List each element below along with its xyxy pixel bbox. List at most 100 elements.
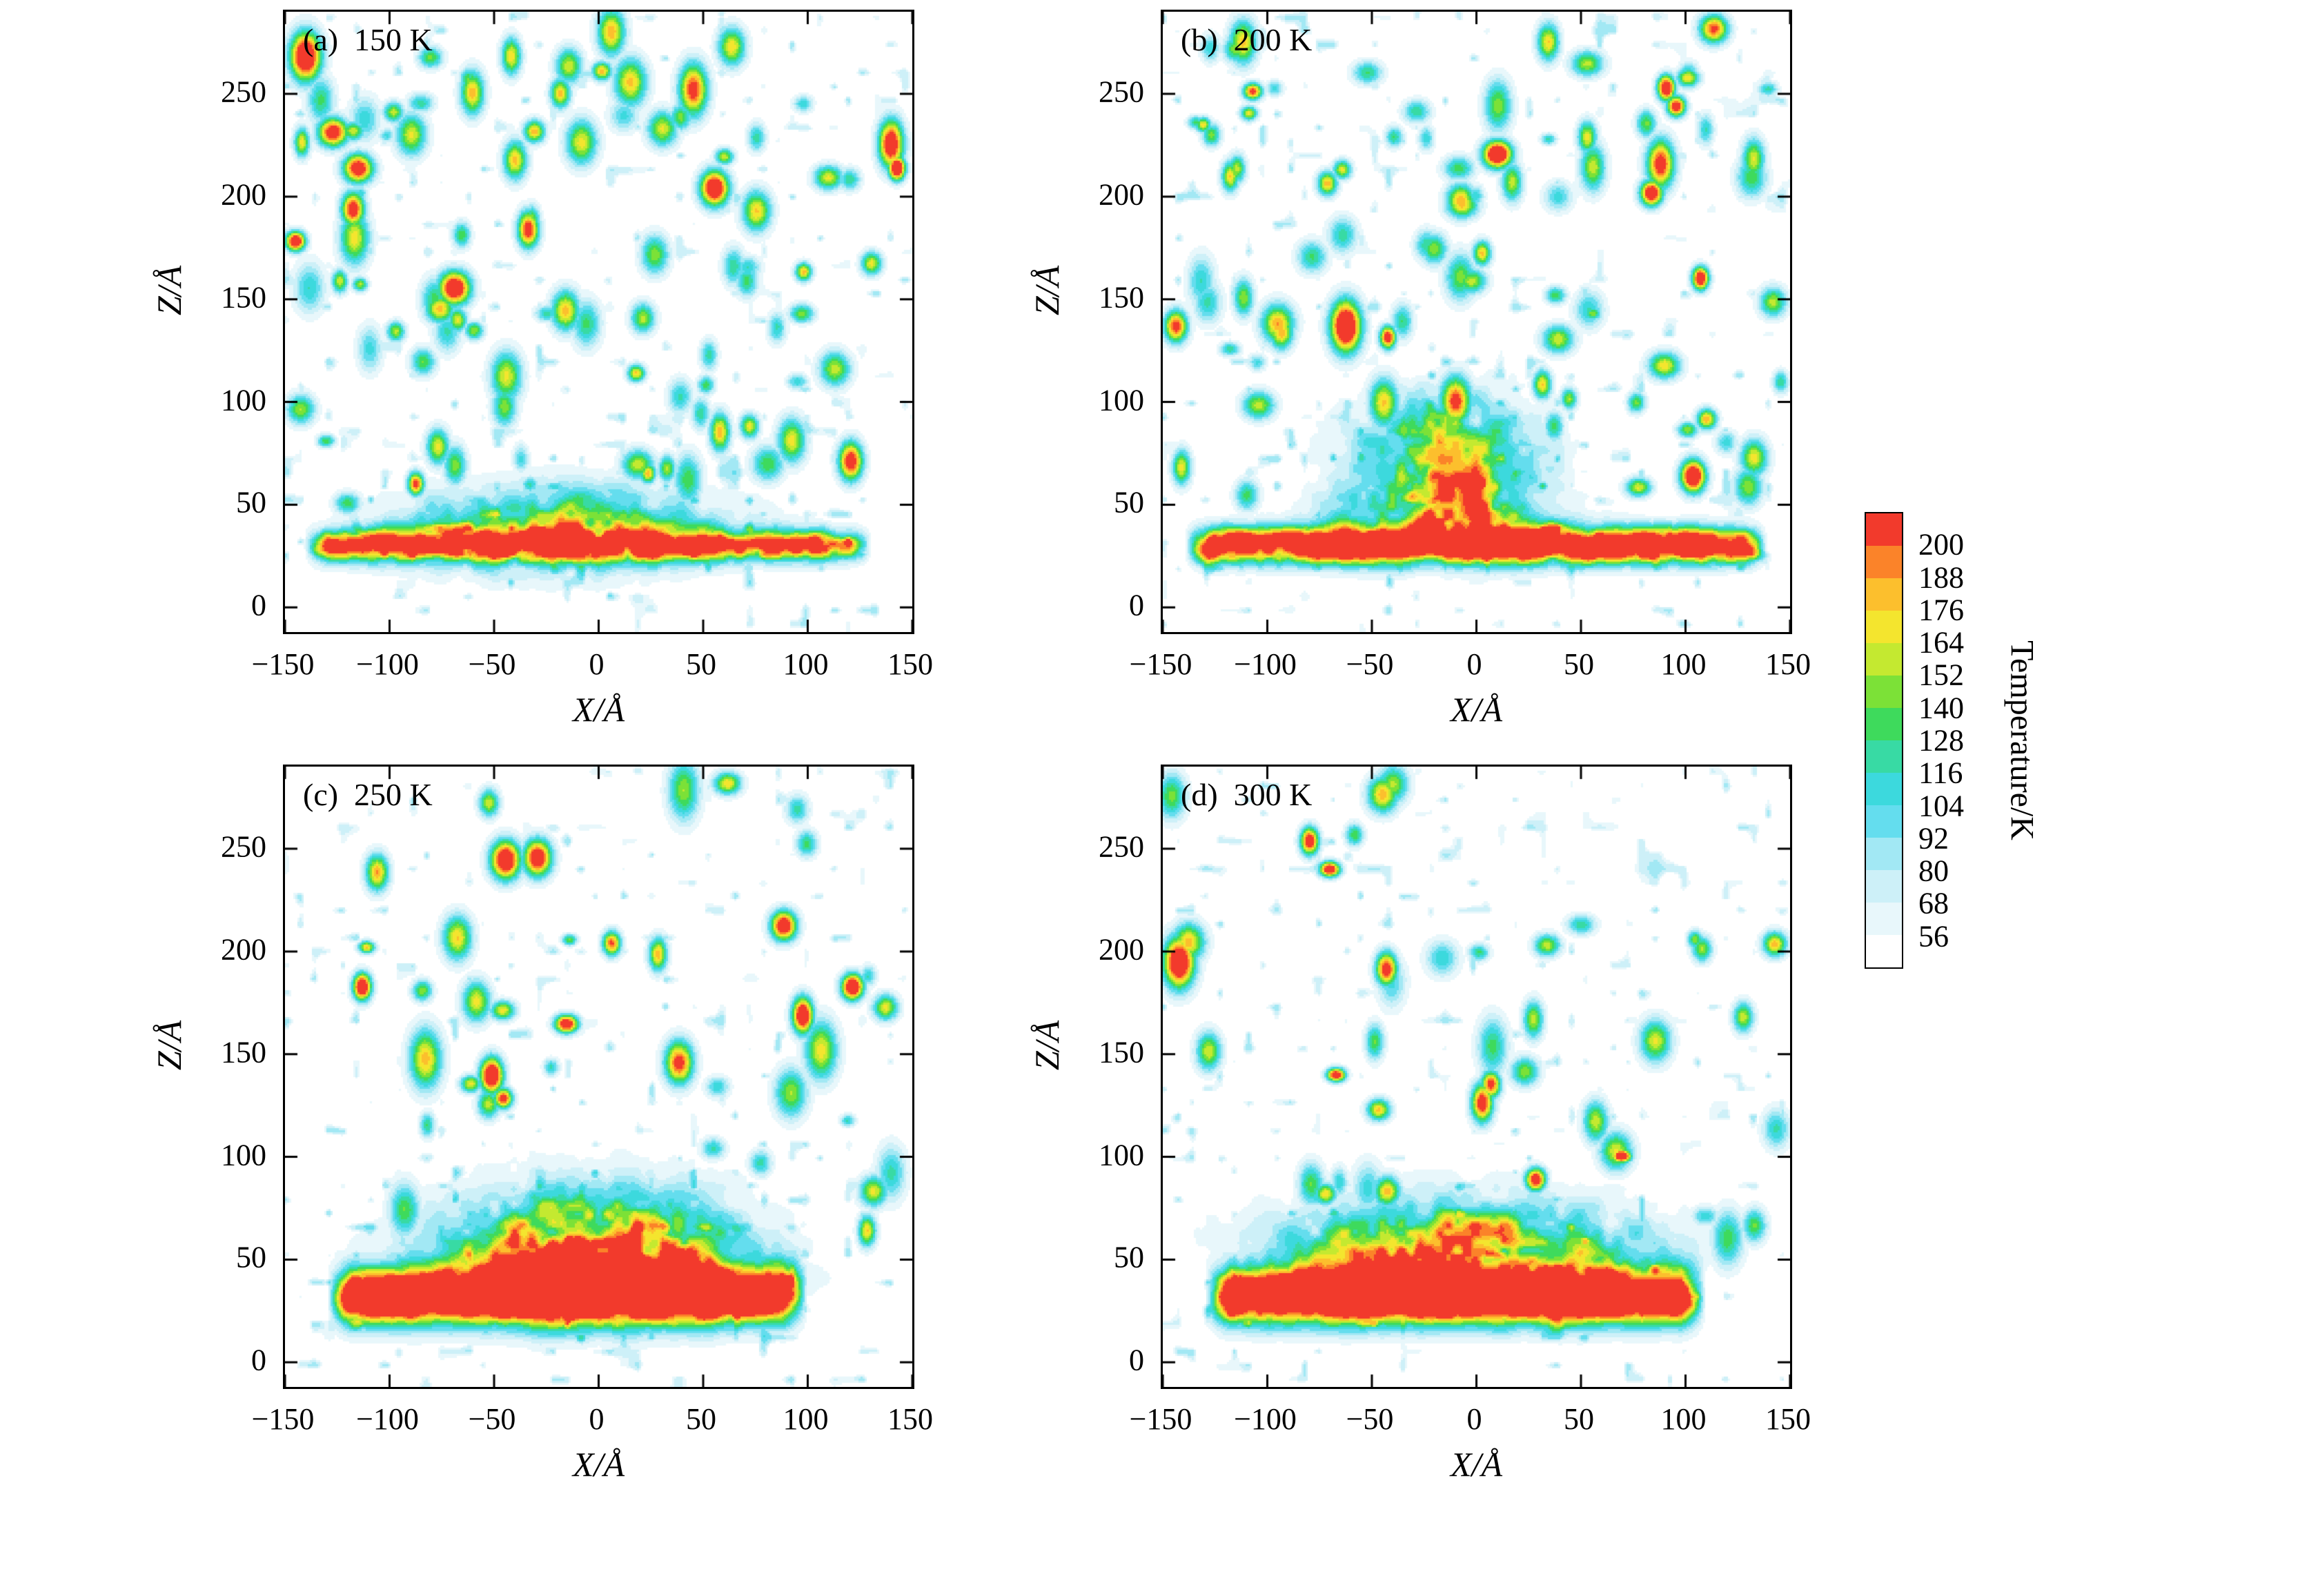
colorbar-band bbox=[1866, 611, 1902, 643]
z-tick-label: 50 bbox=[1114, 485, 1144, 520]
x-axis-label-d: X/Å bbox=[1451, 1445, 1502, 1484]
colorbar-band bbox=[1866, 643, 1902, 676]
x-tick-label: −150 bbox=[251, 1402, 315, 1436]
colorbar-tick-label: 68 bbox=[1918, 886, 1949, 920]
colorbar-band bbox=[1866, 546, 1902, 578]
colorbar-tick-label: 56 bbox=[1918, 919, 1949, 954]
x-tick-label: 50 bbox=[1564, 647, 1594, 681]
x-axis-label-b: X/Å bbox=[1451, 690, 1502, 729]
colorbar-band bbox=[1866, 676, 1902, 708]
x-tick-label: 100 bbox=[1660, 1402, 1707, 1436]
plot-area-d: (d) 300 K bbox=[1161, 765, 1792, 1389]
contour-canvas-c bbox=[285, 767, 912, 1387]
plot-area-c: (c) 250 K bbox=[283, 765, 914, 1389]
z-tick-label: 100 bbox=[221, 1138, 266, 1172]
y-axis-label-d: Z/Å bbox=[1028, 1021, 1066, 1071]
panel-b: Z/Å (b) 200 K X/Å −150 −100 −50 0 50 100 150 0 5… bbox=[1028, 10, 1811, 729]
z-tick-label: 50 bbox=[236, 485, 266, 520]
x-tick-label: −150 bbox=[251, 647, 315, 681]
x-tick-label: −100 bbox=[356, 1402, 419, 1436]
panel-title-b: (b) 200 K bbox=[1181, 22, 1313, 57]
y-axis-label-c: Z/Å bbox=[150, 1021, 188, 1071]
colorbar-band bbox=[1866, 805, 1902, 838]
z-tick-label: 150 bbox=[221, 1035, 266, 1070]
colorbar-band bbox=[1866, 708, 1902, 740]
x-tick-label: 0 bbox=[1466, 1402, 1482, 1436]
x-tick-label: −100 bbox=[1234, 1402, 1297, 1436]
colorbar-band bbox=[1866, 935, 1902, 967]
x-tick-label: 150 bbox=[887, 647, 933, 681]
z-tick-label: 50 bbox=[236, 1240, 266, 1274]
panel-c: Z/Å (c) 250 K X/Å −150 −100 −50 0 50 100 150 0 5… bbox=[150, 765, 933, 1484]
z-tick-label: 50 bbox=[1114, 1240, 1144, 1274]
x-tick-label: 0 bbox=[589, 1402, 605, 1436]
y-axis-label-b: Z/Å bbox=[1028, 266, 1066, 316]
x-tick-label: 50 bbox=[686, 1402, 716, 1436]
x-tick-label: 100 bbox=[783, 1402, 829, 1436]
x-tick-label: 100 bbox=[783, 647, 829, 681]
colorbar-band bbox=[1866, 870, 1902, 903]
colorbar-tick-label: 188 bbox=[1918, 560, 1964, 595]
panel-d: Z/Å (d) 300 K X/Å −150 −100 −50 0 50 100 150 0 5… bbox=[1028, 765, 1811, 1484]
z-tick-label: 150 bbox=[1099, 280, 1144, 315]
colorbar-band bbox=[1866, 578, 1902, 611]
z-tick-label: 100 bbox=[221, 383, 266, 417]
colorbar-title: Temperature/K bbox=[2003, 640, 2041, 840]
colorbar-tick-label: 140 bbox=[1918, 691, 1964, 725]
x-tick-label: 100 bbox=[1660, 647, 1707, 681]
x-tick-label: 150 bbox=[1765, 647, 1811, 681]
contour-canvas-b bbox=[1163, 12, 1790, 632]
z-tick-label: 200 bbox=[1099, 932, 1144, 967]
colorbar: Temperature/K 56 68 80 92 104 116 128 140 152 164… bbox=[1865, 512, 2085, 969]
z-tick-label: 100 bbox=[1099, 1138, 1144, 1172]
colorbar-band bbox=[1866, 903, 1902, 935]
z-tick-label: 0 bbox=[251, 1343, 266, 1377]
colorbar-tick-label: 200 bbox=[1918, 527, 1964, 562]
colorbar-tick-label: 92 bbox=[1918, 821, 1949, 856]
x-tick-label: 150 bbox=[887, 1402, 933, 1436]
z-tick-label: 250 bbox=[221, 829, 266, 864]
z-tick-label: 250 bbox=[1099, 829, 1144, 864]
colorbar-band bbox=[1866, 740, 1902, 773]
colorbar-tick-label: 176 bbox=[1918, 593, 1964, 627]
contour-canvas-d bbox=[1163, 767, 1790, 1387]
colorbar-gradient bbox=[1865, 512, 1903, 969]
colorbar-tick-label: 80 bbox=[1918, 854, 1949, 888]
z-tick-label: 150 bbox=[221, 280, 266, 315]
plot-area-a: (a) 150 K bbox=[283, 10, 914, 634]
y-axis-label-a: Z/Å bbox=[150, 266, 188, 316]
plot-area-b: (b) 200 K bbox=[1161, 10, 1792, 634]
x-tick-label: 50 bbox=[1564, 1402, 1594, 1436]
x-tick-label: −50 bbox=[468, 647, 516, 681]
colorbar-tick-label: 116 bbox=[1918, 756, 1963, 790]
x-tick-label: −150 bbox=[1129, 647, 1192, 681]
z-tick-label: 200 bbox=[1099, 177, 1144, 212]
x-axis-label-a: X/Å bbox=[573, 690, 625, 729]
z-tick-label: 250 bbox=[1099, 75, 1144, 109]
x-tick-label: −50 bbox=[1346, 647, 1394, 681]
x-tick-label: 0 bbox=[1466, 647, 1482, 681]
z-tick-label: 0 bbox=[1129, 588, 1144, 622]
panel-title-d: (d) 300 K bbox=[1181, 777, 1313, 812]
z-tick-label: 250 bbox=[221, 75, 266, 109]
x-tick-label: −50 bbox=[1346, 1402, 1394, 1436]
colorbar-band bbox=[1866, 838, 1902, 870]
colorbar-tick-label: 152 bbox=[1918, 658, 1964, 692]
z-tick-label: 0 bbox=[1129, 1343, 1144, 1377]
panel-a: Z/Å (a) 150 K X/Å −150 −100 −50 0 50 100 150 0 5… bbox=[150, 10, 933, 729]
x-tick-label: −150 bbox=[1129, 1402, 1192, 1436]
z-tick-label: 150 bbox=[1099, 1035, 1144, 1070]
x-tick-label: 150 bbox=[1765, 1402, 1811, 1436]
x-tick-label: −100 bbox=[356, 647, 419, 681]
colorbar-tick-label: 104 bbox=[1918, 789, 1964, 823]
contour-canvas-a bbox=[285, 12, 912, 632]
x-tick-label: −100 bbox=[1234, 647, 1297, 681]
z-tick-label: 100 bbox=[1099, 383, 1144, 417]
x-axis-label-c: X/Å bbox=[573, 1445, 625, 1484]
colorbar-tick-label: 164 bbox=[1918, 625, 1964, 660]
x-tick-label: 50 bbox=[686, 647, 716, 681]
panel-title-a: (a) 150 K bbox=[303, 22, 433, 57]
colorbar-band bbox=[1866, 513, 1902, 546]
z-tick-label: 200 bbox=[221, 177, 266, 212]
